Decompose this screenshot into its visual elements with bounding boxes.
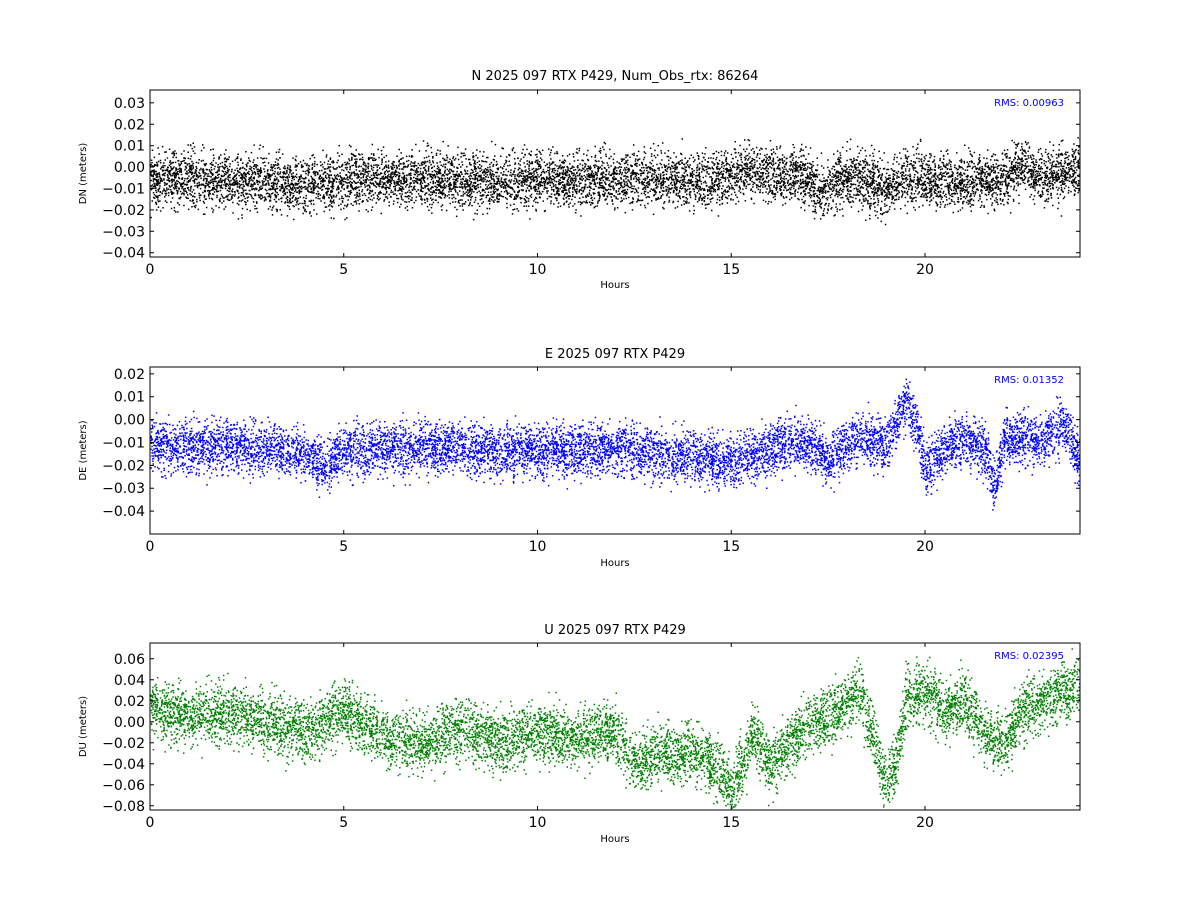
y-tick-label: −0.04 <box>102 757 145 773</box>
x-tick-label: 20 <box>916 539 934 555</box>
subplot-east: E 2025 097 RTX P429 0 5 10 15 20 0.020.010.0… <box>78 347 1081 569</box>
x-axis-label: Hours <box>600 834 629 845</box>
y-axis-label: DN (meters) <box>78 143 89 205</box>
y-tick-label: −0.01 <box>102 181 145 197</box>
x-tick-label: 5 <box>339 539 348 555</box>
subplot-title: E 2025 097 RTX P429 <box>545 347 685 362</box>
y-tick-label: 0.00 <box>114 715 145 731</box>
y-tick-label: −0.06 <box>102 778 145 794</box>
rms-annotation: RMS: 0.02395 <box>994 651 1064 662</box>
y-tick-label: −0.02 <box>102 203 145 219</box>
y-tick-label: 0.04 <box>114 673 145 689</box>
rms-annotation: RMS: 0.01352 <box>994 375 1064 386</box>
x-tick-label: 5 <box>339 815 348 831</box>
data-points <box>150 378 1080 511</box>
x-tick-label: 10 <box>529 262 547 278</box>
x-tick-label: 10 <box>529 815 547 831</box>
y-tick-label: −0.04 <box>102 246 145 262</box>
scatter-points <box>150 137 1080 226</box>
y-tick-label: 0.01 <box>114 139 145 155</box>
y-tick-label: 0.03 <box>114 96 145 112</box>
plot-frame <box>149 366 1081 535</box>
x-axis-label: Hours <box>600 558 629 569</box>
y-tick-label: −0.02 <box>102 736 145 752</box>
subplot-title: N 2025 097 RTX P429, Num_Obs_rtx: 86264 <box>472 69 759 84</box>
y-axis-label: DU (meters) <box>78 696 89 757</box>
x-tick-label: 20 <box>916 262 934 278</box>
y-ticks: 0.06 0.04 0.02 0.00 −0.02 −0.04 −0.06 −0.08 <box>102 652 1080 815</box>
plot-frame <box>149 89 1081 258</box>
scatter-points <box>150 378 1080 511</box>
plot-frame <box>149 642 1081 811</box>
y-tick-label: 0.02 <box>114 117 145 133</box>
x-tick-label: 15 <box>722 815 740 831</box>
x-ticks: 0 5 10 15 20 <box>146 90 934 278</box>
y-tick-label: 0.00 <box>114 160 145 176</box>
y-tick-label: 0.02 <box>114 367 145 383</box>
y-tick-label: 0.01 <box>114 390 145 406</box>
x-tick-label: 10 <box>529 539 547 555</box>
x-ticks: 0 5 10 15 20 <box>146 643 934 831</box>
x-ticks: 0 5 10 15 20 <box>146 367 934 555</box>
y-tick-label: −0.04 <box>102 504 145 520</box>
y-tick-label: −0.03 <box>102 224 145 240</box>
subplot-north: N 2025 097 RTX P429, Num_Obs_rtx: 86264 … <box>78 69 1081 291</box>
x-axis-label: Hours <box>600 280 629 291</box>
y-tick-label: −0.01 <box>102 435 145 451</box>
y-tick-label: −0.03 <box>102 481 145 497</box>
x-tick-label: 0 <box>146 262 155 278</box>
x-tick-label: 5 <box>339 262 348 278</box>
y-tick-label: −0.08 <box>102 799 145 815</box>
y-tick-label: 0.06 <box>114 652 145 668</box>
data-points <box>150 137 1080 226</box>
y-ticks: 0.03 0.02 0.01 0.00 −0.01 −0.02 −0.03 −0.04 <box>102 96 1080 262</box>
x-tick-label: 15 <box>722 539 740 555</box>
x-tick-label: 15 <box>722 262 740 278</box>
y-tick-label: 0.00 <box>114 413 145 429</box>
rms-annotation: RMS: 0.00963 <box>994 98 1064 109</box>
y-tick-label: −0.02 <box>102 458 145 474</box>
x-tick-label: 20 <box>916 815 934 831</box>
subplot-up: U 2025 097 RTX P429 0 5 10 15 20 0.060.040.0… <box>78 623 1081 845</box>
y-ticks: 0.02 0.01 0.00 −0.01 −0.02 −0.03 −0.04 <box>102 367 1080 520</box>
y-axis-label: DE (meters) <box>78 420 89 480</box>
x-tick-label: 0 <box>146 815 155 831</box>
subplot-title: U 2025 097 RTX P429 <box>544 623 686 638</box>
y-tick-label: 0.02 <box>114 694 145 710</box>
x-tick-label: 0 <box>146 539 155 555</box>
